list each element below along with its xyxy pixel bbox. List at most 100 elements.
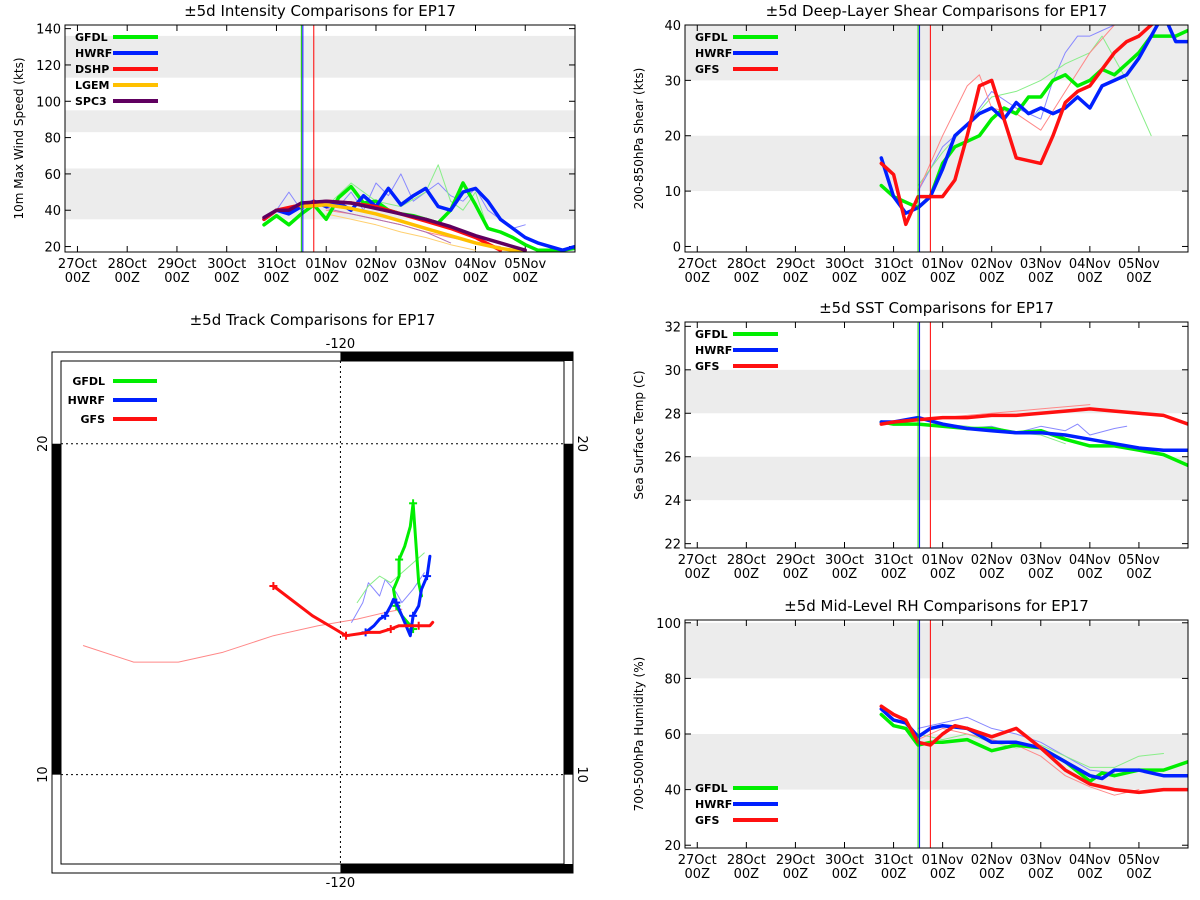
track-legend-label: HWRF [68, 394, 105, 407]
sst-xtick-label: 03Nov [1020, 553, 1062, 568]
rh-xtick-label: 00Z [979, 867, 1005, 882]
sst-ylabel: Sea Surface Temp (C) [632, 370, 646, 499]
shear-xtick-label: 00Z [1126, 271, 1152, 286]
shear-xtick-label: 27Oct [678, 257, 717, 272]
intensity-ytick-label: 80 [44, 132, 61, 147]
intensity-xtick-label: 00Z [114, 271, 140, 286]
shear-xtick-label: 05Nov [1118, 257, 1160, 272]
sst-ytick-label: 24 [664, 494, 681, 509]
sst-xtick-label: 00Z [685, 567, 711, 582]
track-series-hwrf [364, 554, 432, 638]
sst-xtick-label: 27Oct [678, 553, 717, 568]
intensity-xtick-label: 05Nov [504, 257, 546, 272]
rh-xtick-label: 30Oct [825, 853, 864, 868]
track-border-segment [52, 443, 61, 775]
shear-ytick-label: 40 [664, 19, 681, 34]
track-series-gfs-prev [82, 608, 403, 663]
intensity-ytick-label: 60 [44, 168, 61, 183]
track-legend-label: GFDL [72, 375, 105, 388]
sst-frame [684, 321, 1189, 549]
shear-chart: ±5d Deep-Layer Shear Comparisons for EP1… [632, 2, 1189, 286]
rh-xtick-label: 28Oct [727, 853, 766, 868]
shear-xtick-label: 00Z [930, 271, 956, 286]
rh-series-hwrf-prev [917, 716, 1115, 774]
shear-xtick-label: 00Z [685, 271, 711, 286]
rh-xtick-label: 00Z [734, 867, 760, 882]
rh-xtick-label: 27Oct [678, 853, 717, 868]
rh-xtick-label: 00Z [1126, 867, 1152, 882]
sst-ytick-label: 26 [664, 451, 681, 466]
shear-ylabel: 200-850hPa Shear (kts) [632, 68, 646, 210]
shear-title: ±5d Deep-Layer Shear Comparisons for EP1… [766, 2, 1108, 20]
rh-legend-label: GFDL [695, 782, 728, 795]
sst-band [685, 369, 1188, 414]
track-lat-label: 10 [36, 766, 51, 783]
shear-xtick-label: 01Nov [922, 257, 964, 272]
sst-xtick-label: 02Nov [971, 553, 1013, 568]
shear-ytick-label: 30 [664, 74, 681, 89]
track-border-segment [340, 864, 573, 873]
intensity-ytick-label: 20 [44, 241, 61, 256]
rh-ylabel: 700-500hPa Humidity (%) [632, 657, 646, 812]
rh-xtick-label: 05Nov [1118, 853, 1160, 868]
intensity-ytick-label: 100 [36, 95, 61, 110]
sst-xtick-label: 01Nov [922, 553, 964, 568]
sst-series-hwrf [879, 415, 1188, 452]
sst-ytick-label: 22 [664, 538, 681, 553]
rh-xtick-label: 31Oct [874, 853, 913, 868]
track-series-gfdl-prev [356, 552, 425, 604]
intensity-xtick-label: 00Z [214, 271, 240, 286]
sst-series-gfs-prev [942, 404, 1091, 419]
rh-xtick-label: 00Z [930, 867, 956, 882]
rh-ytick-label: 80 [664, 672, 681, 687]
track-title: ±5d Track Comparisons for EP17 [190, 311, 436, 329]
sst-xtick-label: 00Z [881, 567, 907, 582]
sst-series-gfs [879, 407, 1188, 426]
rh-legend-label: GFS [695, 814, 720, 827]
rh-plot-area [879, 704, 1188, 796]
intensity-legend-label: LGEM [75, 79, 110, 92]
intensity-legend-label: DSHP [75, 63, 109, 76]
intensity-ylabel: 10m Max Wind Speed (kts) [12, 57, 26, 219]
track-lon-label: -120 [326, 337, 356, 352]
intensity-series-gfdl-prev [325, 164, 489, 229]
rh-series-gfdl-prev [917, 733, 1164, 768]
intensity-series-spc3 [262, 199, 527, 252]
intensity-band [65, 35, 575, 78]
intensity-series-lgem [299, 203, 527, 252]
sst-xtick-label: 30Oct [825, 553, 864, 568]
rh-xtick-label: 00Z [1077, 867, 1103, 882]
intensity-plot-area [262, 164, 575, 252]
track-legend-label: GFS [81, 413, 106, 426]
track-outer-frame [51, 351, 574, 874]
shear-xtick-label: 30Oct [825, 257, 864, 272]
intensity-ytick-label: 140 [36, 23, 61, 38]
sst-xtick-label: 29Oct [776, 553, 815, 568]
rh-band [685, 622, 1188, 679]
intensity-xtick-label: 31Oct [257, 257, 296, 272]
shear-xtick-label: 29Oct [776, 257, 815, 272]
track-lat-label: 10 [574, 766, 589, 783]
shear-xtick-label: 00Z [734, 271, 760, 286]
intensity-series-spc3-prev [325, 207, 452, 244]
intensity-xtick-label: 00Z [313, 271, 339, 286]
track-lon-label: -120 [326, 876, 356, 891]
track-lat-label: 20 [574, 435, 589, 452]
shear-legend-label: HWRF [695, 47, 732, 60]
track-chart: ±5d Track Comparisons for EP17 -120 -120 20… [36, 311, 589, 891]
intensity-ytick-label: 40 [44, 204, 61, 219]
intensity-xtick-label: 27Oct [58, 257, 97, 272]
rh-xtick-label: 00Z [1028, 867, 1054, 882]
rh-chart: ±5d Mid-Level RH Comparisons for EP17 700… [632, 597, 1189, 882]
rh-xtick-label: 00Z [881, 867, 907, 882]
shear-xtick-label: 00Z [1077, 271, 1103, 286]
intensity-xtick-label: 00Z [463, 271, 489, 286]
sst-xtick-label: 00Z [1126, 567, 1152, 582]
rh-frame [684, 619, 1189, 849]
track-inner-frame [60, 360, 565, 865]
track-lat-label: 20 [36, 435, 51, 452]
sst-plot-area [879, 404, 1188, 468]
sst-title: ±5d SST Comparisons for EP17 [819, 299, 1054, 317]
rh-ytick-label: 100 [656, 617, 681, 632]
